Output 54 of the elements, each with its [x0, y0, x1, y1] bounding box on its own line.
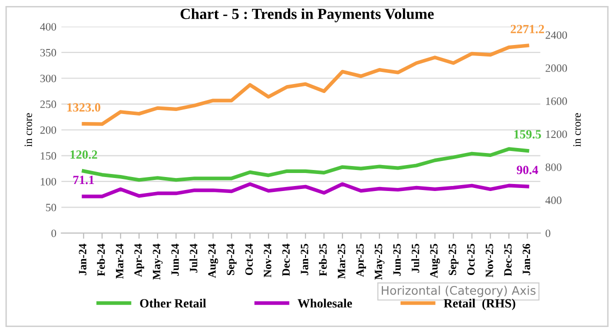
x-tick-label: Sep-25: [448, 244, 458, 276]
y2-tick-label: 1200: [546, 130, 567, 138]
data-label: 71.1: [73, 176, 94, 184]
data-label: 1323.0: [67, 103, 100, 112]
x-tick-label: Aug-25: [430, 244, 440, 278]
x-tick-label: May-25: [374, 244, 384, 280]
y2-tick-label: 0: [546, 230, 550, 238]
y2-tick-label: 2400: [546, 31, 567, 39]
legend-label: Other Retail: [140, 298, 206, 308]
x-tick-label: May-24: [152, 244, 163, 280]
data-label: 120.2: [70, 150, 98, 159]
x-tick-label: Jan-25: [300, 244, 308, 276]
y-tick-label: 250: [40, 100, 56, 108]
x-tick-label: Oct-25: [467, 244, 475, 276]
text: Horizontal (Category) Axis: [382, 286, 536, 298]
chart-title: Chart - 5 : Trends in Payments Volume: [180, 8, 434, 22]
x-tick-label: Mar-24: [116, 244, 124, 279]
x-tick-label: Jun-25: [393, 244, 401, 276]
x-tick-label: Jul-24: [190, 244, 198, 273]
y-tick-label: 100: [40, 178, 56, 186]
x-tick-label: Sep-24: [226, 244, 237, 276]
x-tick-label: Dec-25: [504, 244, 512, 276]
data-label: 90.4: [516, 166, 538, 174]
x-tick-label: Feb-24: [97, 244, 105, 276]
x-tick-label: Nov-25: [486, 244, 494, 278]
x-tick-label: Dec-24: [282, 244, 290, 276]
legend-label: Retail (RHS): [444, 298, 516, 310]
x-tick-label: Jul-25: [411, 244, 420, 273]
x-tick-label: Aug-24: [208, 244, 218, 278]
y-tick-label: 0: [51, 230, 56, 238]
y2-tick-label: 2000: [546, 64, 567, 72]
x-tick-label: Apr-24: [134, 244, 144, 277]
x-tick-label: Jun-24: [171, 244, 179, 276]
y2-tick-label: 800: [546, 164, 562, 171]
y-tick-label: 200: [40, 126, 56, 134]
x-tick-label: Jan-24: [78, 244, 86, 276]
y-tick-label: 300: [40, 74, 56, 82]
x-tick-label: Oct-24: [245, 244, 253, 276]
y-axis-title: in crore: [24, 113, 32, 147]
x-tick-label: Apr-25: [356, 244, 366, 277]
y2-axis-title: in crore: [573, 113, 581, 147]
legend-label: Wholesale: [298, 298, 352, 308]
y2-tick-label: 400: [545, 196, 562, 204]
x-tick-label: Mar-25: [338, 244, 346, 279]
x-tick-label: Feb-25: [318, 244, 327, 276]
data-label: 2271.2: [510, 24, 544, 34]
y-tick-label: 50: [46, 204, 56, 212]
y-tick-label: 350: [40, 48, 56, 56]
y2-tick-label: 1600: [546, 97, 567, 105]
x-tick-label: Nov-24: [264, 244, 272, 278]
y-tick-label: 150: [40, 152, 56, 160]
y-tick-label: 400: [40, 23, 56, 31]
x-tick-label: Jan-26: [522, 244, 530, 276]
data-label: 159.5: [514, 130, 541, 139]
